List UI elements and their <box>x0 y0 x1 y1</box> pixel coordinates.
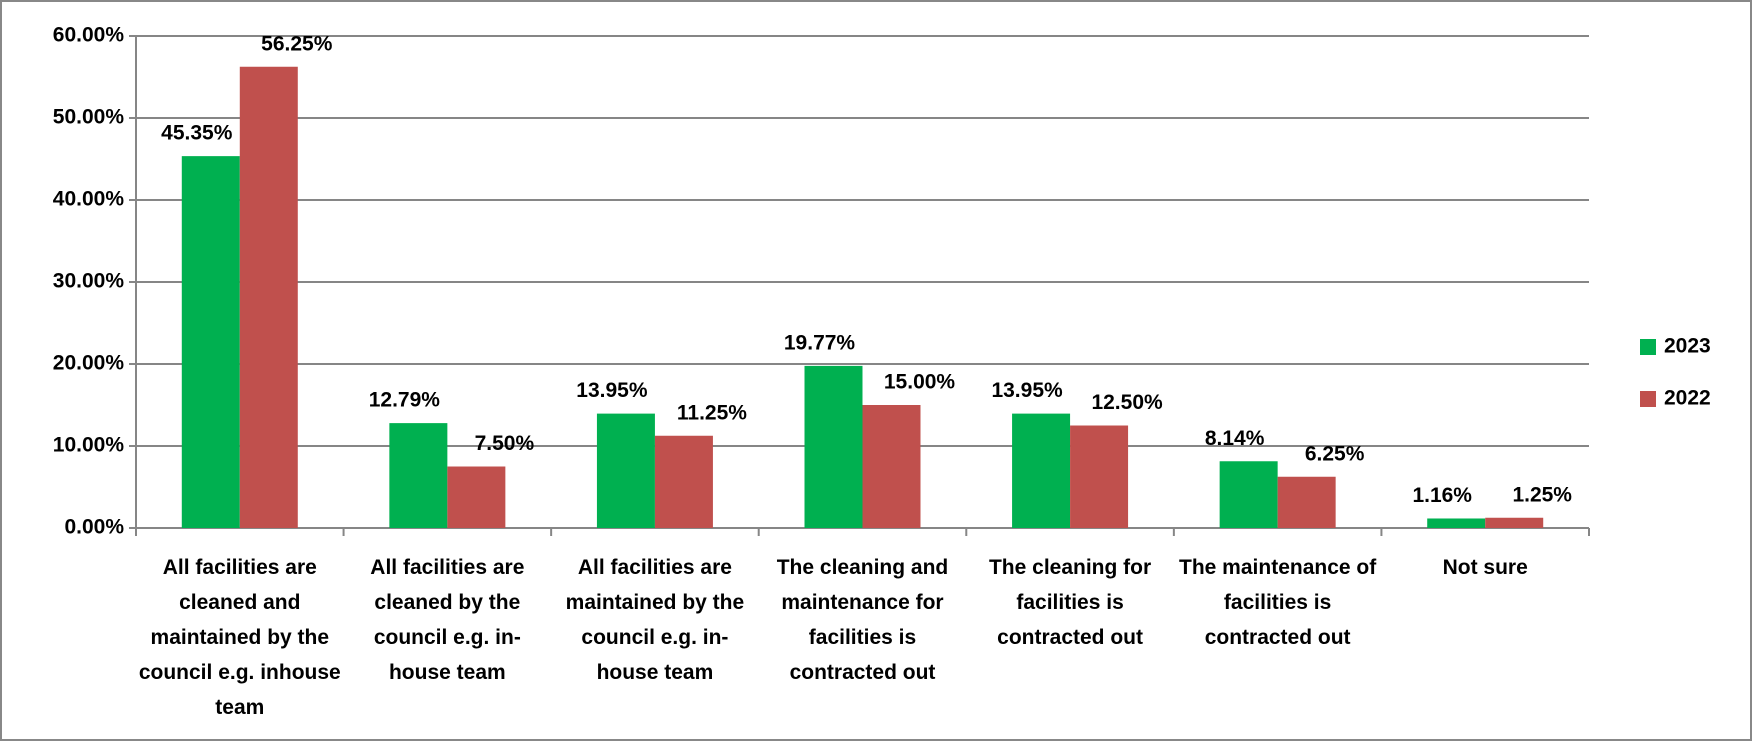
data-label: 1.25% <box>1512 483 1572 506</box>
data-label: 1.16% <box>1412 484 1472 507</box>
data-label: 6.25% <box>1305 442 1365 465</box>
y-tick-label: 60.00% <box>53 24 125 47</box>
y-tick-label: 50.00% <box>53 106 125 129</box>
bar <box>804 365 863 528</box>
data-label: 12.79% <box>369 389 441 412</box>
x-tick-label: Not sure <box>1442 556 1528 579</box>
data-label: 11.25% <box>677 401 747 424</box>
x-tick-label: The maintenance of facilities is contrac… <box>1179 556 1377 649</box>
bar <box>1219 461 1278 528</box>
legend-label: 2022 <box>1664 387 1711 410</box>
data-label: 7.50% <box>475 432 535 455</box>
data-label: 15.00% <box>884 371 956 394</box>
x-tick-label: The cleaning for facilities is contracte… <box>988 556 1152 649</box>
y-tick-label: 30.00% <box>53 270 125 293</box>
bar <box>239 66 298 528</box>
bar <box>1485 517 1544 528</box>
data-label: 45.35% <box>161 122 233 145</box>
x-tick-label: All facilities are cleaned by the counci… <box>370 556 525 684</box>
bar <box>1277 476 1336 528</box>
x-tick-label: The cleaning and maintenance for facilit… <box>776 556 949 684</box>
bar <box>181 156 240 528</box>
legend-swatch <box>1640 391 1656 407</box>
data-label: 19.77% <box>784 331 856 354</box>
bar <box>389 423 448 528</box>
data-label: 8.14% <box>1205 427 1265 450</box>
data-label: 13.95% <box>991 379 1063 402</box>
bar <box>654 435 713 528</box>
data-label: 56.25% <box>261 32 333 55</box>
x-tick-label: All facilities are maintained by the cou… <box>565 556 745 684</box>
bar <box>447 466 506 528</box>
y-tick-label: 20.00% <box>53 352 125 375</box>
bar <box>596 413 655 528</box>
bar <box>862 405 921 528</box>
legend-label: 2023 <box>1664 335 1711 358</box>
y-tick-label: 0.00% <box>64 516 124 539</box>
y-tick-label: 10.00% <box>53 434 125 457</box>
bar <box>1012 413 1071 528</box>
legend-swatch <box>1640 339 1656 355</box>
bar <box>1427 518 1486 528</box>
y-tick-label: 40.00% <box>53 188 125 211</box>
data-label: 13.95% <box>576 379 648 402</box>
bar <box>1070 425 1129 528</box>
data-label: 12.50% <box>1091 391 1163 414</box>
x-tick-label: All facilities are cleaned and maintaine… <box>138 556 341 719</box>
